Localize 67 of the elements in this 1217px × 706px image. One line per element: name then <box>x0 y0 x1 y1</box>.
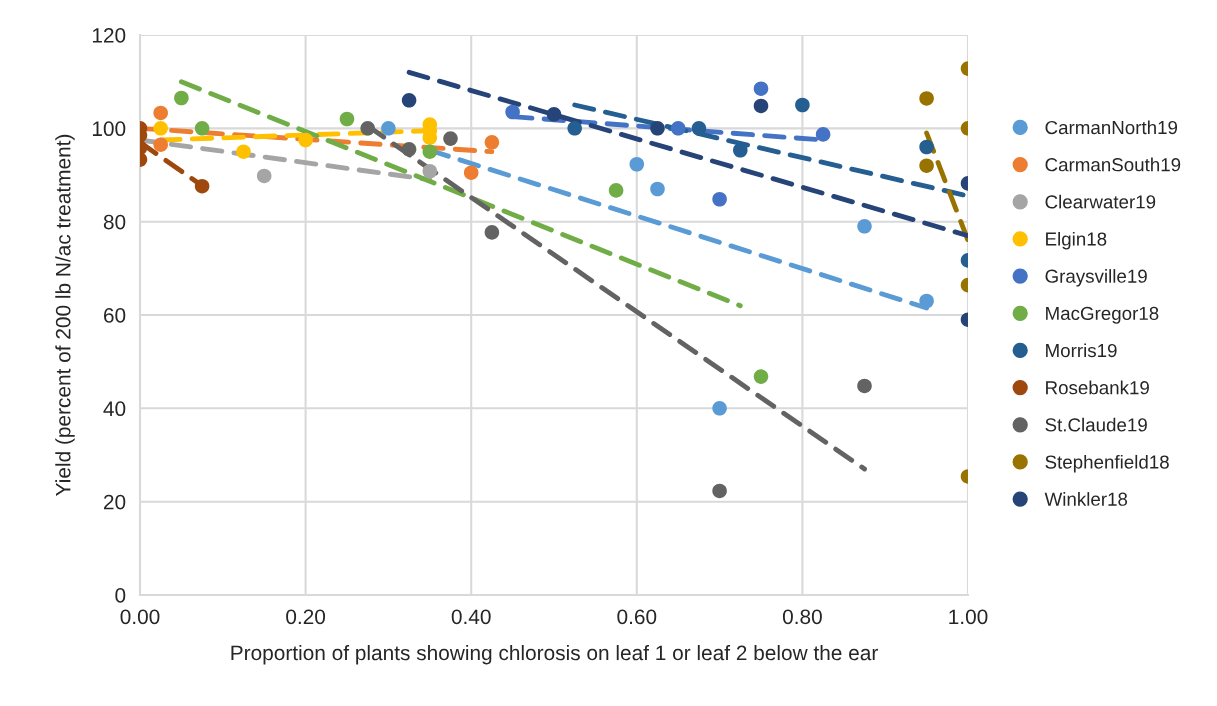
y-tick-label: 20 <box>103 494 126 510</box>
point <box>505 104 520 120</box>
y-tick-label: 80 <box>103 214 126 230</box>
point <box>795 97 810 113</box>
point <box>629 156 645 172</box>
y-tick-label: 0 <box>115 588 126 603</box>
point <box>298 132 313 148</box>
point <box>753 81 769 96</box>
legend-label: Stephenfield18 <box>1045 454 1169 473</box>
legend-label: MacGregor18 <box>1046 306 1159 324</box>
point <box>608 183 624 198</box>
point <box>567 121 582 136</box>
point <box>484 135 500 150</box>
point <box>919 139 934 155</box>
x-tick-label: 1.00 <box>949 609 988 625</box>
point <box>360 121 375 136</box>
y-tick-label: 120 <box>92 28 126 43</box>
x-tick-label: 0.00 <box>120 609 160 625</box>
point <box>174 90 189 106</box>
x-tick-label: 0.80 <box>782 609 822 625</box>
legend-label: Elgin18 <box>1046 231 1107 250</box>
point <box>194 121 210 136</box>
legend-label: Winkler18 <box>1044 492 1128 506</box>
y-tick-label: 40 <box>103 401 126 417</box>
point <box>815 127 831 142</box>
point <box>339 111 355 127</box>
point <box>256 168 272 184</box>
legend-label: CarmanSouth19 <box>1045 157 1181 172</box>
point <box>857 378 872 394</box>
point <box>422 144 438 159</box>
y-tick-label: 60 <box>104 308 126 323</box>
point <box>401 93 417 108</box>
point <box>691 121 707 136</box>
legend-label: Rosebank19 <box>1046 380 1149 395</box>
legend-label: Clearwater19 <box>1045 194 1156 209</box>
point <box>381 121 396 136</box>
point <box>919 293 934 309</box>
point <box>650 181 665 197</box>
x-axis-title: Proportion of plants showing chlorosis on leaf 1 or leaf 2 below the ear <box>231 644 878 665</box>
point <box>670 121 686 136</box>
point <box>712 401 727 416</box>
point <box>733 142 748 158</box>
point <box>153 137 168 152</box>
point <box>422 163 438 179</box>
point <box>443 131 458 146</box>
point <box>650 121 665 136</box>
point <box>463 165 479 180</box>
point <box>753 369 769 384</box>
point <box>753 98 769 114</box>
point <box>153 121 168 136</box>
x-tick-label: 0.20 <box>286 609 326 625</box>
y-tick-label: 100 <box>92 121 126 137</box>
point <box>857 219 872 234</box>
point <box>712 191 727 207</box>
point <box>236 144 251 159</box>
legend-label: Morris19 <box>1046 343 1117 358</box>
x-tick-label: 0.60 <box>617 609 657 625</box>
x-tick-label: 0.40 <box>451 609 491 625</box>
y-axis-title: Yield (percent of 200 lb N/ac treatment) <box>55 134 75 496</box>
legend-label: CarmanNorth19 <box>1045 120 1178 135</box>
legend-label: St.Claude19 <box>1045 417 1147 432</box>
point <box>484 225 500 240</box>
legend-label: Graysville19 <box>1045 269 1147 287</box>
point <box>546 107 562 122</box>
point <box>401 142 417 157</box>
point <box>153 105 168 121</box>
point <box>712 483 727 499</box>
